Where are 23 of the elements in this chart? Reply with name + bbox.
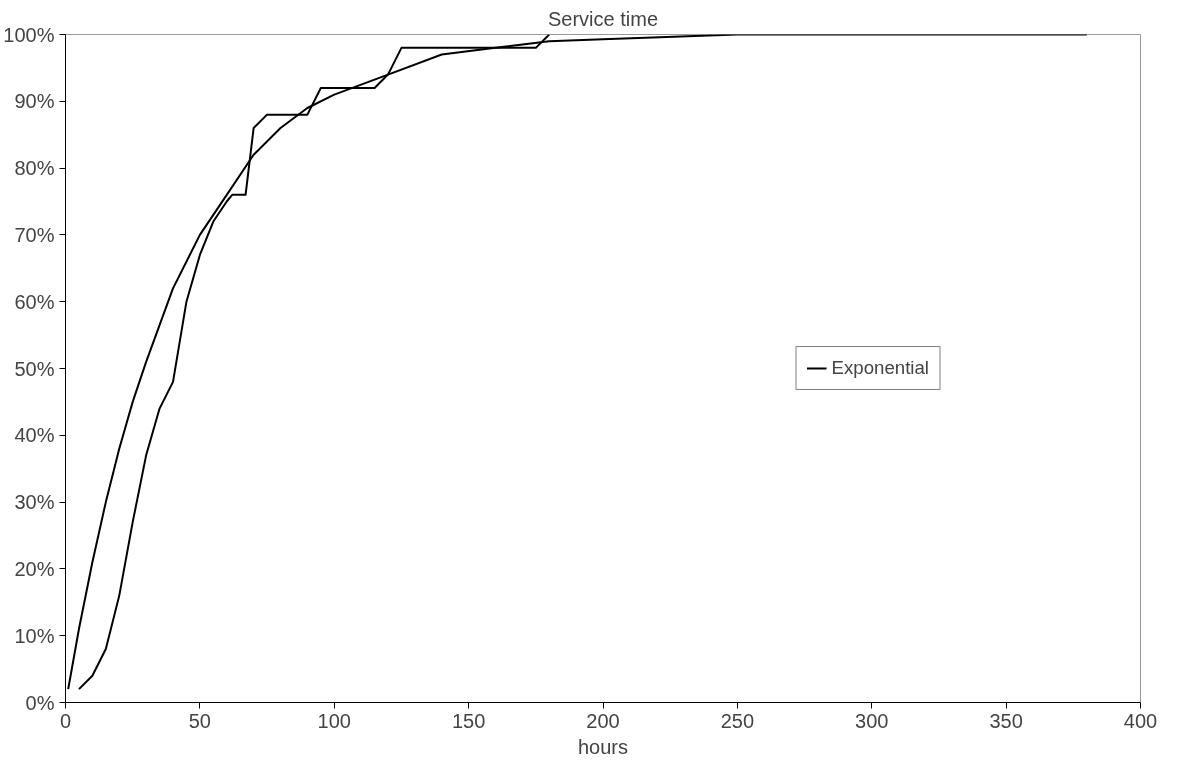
chart-title: Service time xyxy=(547,7,659,30)
x-tick-label: 100 xyxy=(317,709,351,732)
legend-label: Exponential xyxy=(831,357,929,379)
y-tick-label: 90% xyxy=(14,90,55,113)
y-tick-label: 80% xyxy=(14,157,55,180)
y-tick-label: 60% xyxy=(14,290,55,313)
y-tick-label: 100% xyxy=(3,23,55,46)
x-tick-label: 50 xyxy=(188,709,211,732)
x-tick-label: 250 xyxy=(720,709,755,732)
x-tick-label: 350 xyxy=(989,709,1023,732)
y-tick-label: 30% xyxy=(14,491,55,514)
x-tick-label: 300 xyxy=(855,709,889,732)
y-tick-label: 70% xyxy=(14,223,55,246)
x-tick-label: 150 xyxy=(451,709,486,732)
x-tick-label: 400 xyxy=(1123,709,1158,732)
y-tick-label: 10% xyxy=(14,624,55,647)
x-tick-label: 200 xyxy=(586,709,620,732)
y-tick-label: 40% xyxy=(14,424,55,447)
y-tick-label: 20% xyxy=(14,557,55,580)
x-tick-label: 0 xyxy=(59,709,72,732)
x-axis-title: hours xyxy=(577,735,629,758)
y-tick-label: 50% xyxy=(14,357,55,380)
y-tick-label: 0% xyxy=(25,691,55,714)
